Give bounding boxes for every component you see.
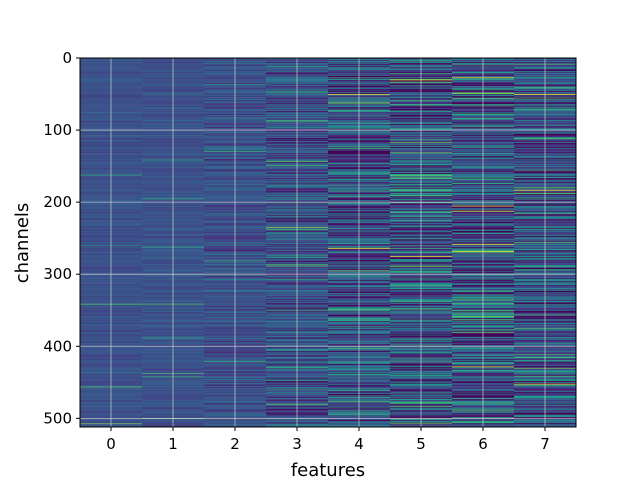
x-tick-label: 7 [540, 435, 550, 453]
x-tick-label: 0 [106, 435, 116, 453]
y-axis-label: channels [12, 203, 33, 284]
x-tick-label: 4 [354, 435, 364, 453]
plot-frame [79, 57, 577, 428]
y-tick-label: 0 [62, 49, 72, 67]
x-tick-label: 3 [292, 435, 302, 453]
x-tick-label: 5 [416, 435, 426, 453]
y-tick-label: 200 [43, 193, 72, 211]
y-tick-label: 400 [43, 337, 72, 355]
x-tick-label: 2 [230, 435, 240, 453]
y-tick-label: 300 [43, 265, 72, 283]
x-tick-label: 6 [478, 435, 488, 453]
y-tick-label: 100 [43, 121, 72, 139]
x-axis-ticks: 0 1 2 3 4 5 6 7 [106, 427, 550, 453]
x-tick-label: 1 [168, 435, 178, 453]
x-axis-label: features [291, 460, 365, 480]
grid-lines [80, 57, 576, 427]
heatmap-cells [80, 58, 577, 428]
y-axis-ticks: 0 100 200 300 400 500 [43, 49, 80, 427]
y-tick-label: 500 [43, 409, 72, 427]
